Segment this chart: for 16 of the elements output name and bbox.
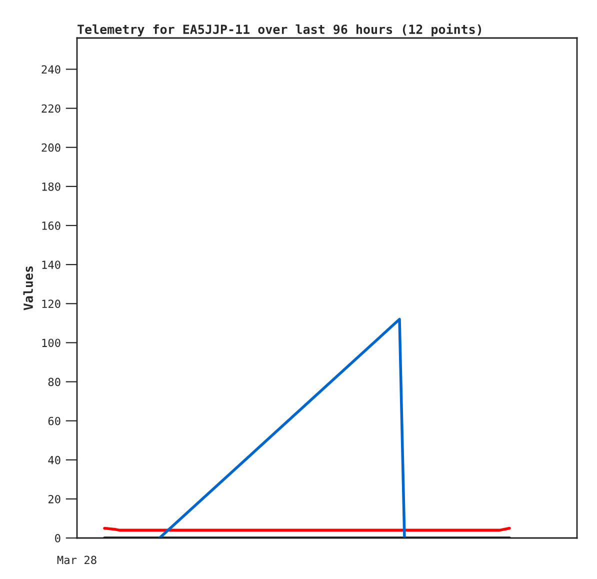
y-tick-label: 0: [55, 534, 60, 542]
y-tick-label: 240: [42, 65, 60, 74]
y-tick-label: 220: [42, 104, 60, 113]
y-tick-label: 60: [48, 416, 60, 426]
y-tick-label: 20: [48, 494, 60, 504]
y-tick-label: 180: [42, 182, 60, 191]
text: Mar 28: [57, 556, 96, 564]
y-tick-label: 100: [42, 338, 60, 348]
y-tick-label: 80: [48, 378, 60, 386]
y-tick-label: 200: [42, 143, 60, 152]
y-tick-label: 140: [42, 260, 60, 269]
y-tick-label: 160: [42, 222, 60, 230]
y-tick-label: 120: [42, 300, 60, 308]
y-tick-label: 40: [48, 456, 60, 464]
y-axis-title: Values: [23, 266, 33, 310]
chart-title: Telemetry for EA5JJP-11 over last 96 hours (12 points): [78, 24, 482, 36]
